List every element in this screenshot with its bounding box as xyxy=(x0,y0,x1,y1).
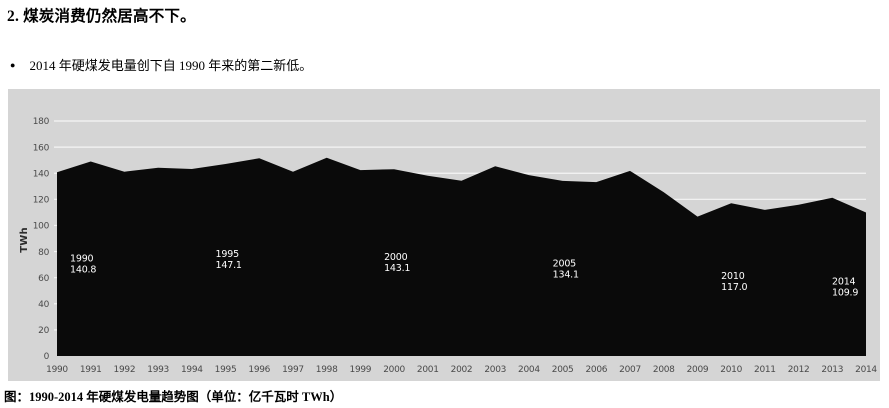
y-tick-label: 60 xyxy=(38,274,49,284)
x-tick-label: 2008 xyxy=(653,365,675,375)
x-tick-label: 1995 xyxy=(215,365,237,375)
x-tick-label: 2010 xyxy=(720,365,742,375)
x-tick-label: 2004 xyxy=(518,365,540,375)
annotation-year: 1990 xyxy=(70,254,94,265)
x-tick-label: 2011 xyxy=(754,365,776,375)
x-tick-label: 1996 xyxy=(248,365,270,375)
x-tick-label: 1992 xyxy=(114,365,136,375)
annotation-value: 109.9 xyxy=(832,287,858,298)
y-tick-label: 40 xyxy=(38,300,49,310)
y-tick-label: 180 xyxy=(33,117,50,127)
x-tick-label: 1994 xyxy=(181,365,203,375)
annotation-value: 117.0 xyxy=(721,282,747,293)
x-tick-label: 2013 xyxy=(821,365,843,375)
x-tick-label: 1990 xyxy=(46,365,68,375)
annotation-year: 2010 xyxy=(721,271,745,282)
x-tick-label: 2014 xyxy=(855,365,877,375)
y-tick-label: 140 xyxy=(33,169,50,179)
bullet-item: ● 2014 年硬煤发电量创下自 1990 年来的第二新低。 xyxy=(10,57,312,74)
x-tick-label: 2005 xyxy=(552,365,574,375)
annotation-year: 2014 xyxy=(832,276,856,287)
x-tick-label: 2012 xyxy=(788,365,810,375)
y-tick-label: 20 xyxy=(38,326,49,336)
x-tick-label: 1999 xyxy=(350,365,372,375)
bullet-text: 2014 年硬煤发电量创下自 1990 年来的第二新低。 xyxy=(29,58,313,73)
chart-panel: 0 20 40 60 80 100 120 140 160 180 1990 1991 1992 1993… xyxy=(8,89,880,381)
section-heading: 2. 煤炭消费仍然居高不下。 xyxy=(7,8,196,25)
x-tick-label: 2006 xyxy=(585,365,607,375)
annotation-year: 2000 xyxy=(384,252,408,263)
x-tick-label: 1991 xyxy=(80,365,102,375)
x-tick-label: 1998 xyxy=(316,365,338,375)
y-tick-label: 120 xyxy=(33,196,50,206)
annotation-year: 2005 xyxy=(553,259,577,270)
x-tick-label: 2003 xyxy=(484,365,506,375)
y-tick-label: 160 xyxy=(33,143,50,153)
annotation-year: 1995 xyxy=(216,249,240,260)
x-tick-label: 2002 xyxy=(451,365,473,375)
y-tick-label: 80 xyxy=(38,248,49,258)
x-tick-label: 2001 xyxy=(417,365,439,375)
annotation-value: 143.1 xyxy=(384,263,410,274)
figure-caption: 图：1990-2014 年硬煤发电量趋势图（单位：亿千瓦时 TWh） xyxy=(4,390,343,404)
annotation-value: 147.1 xyxy=(216,260,242,271)
y-tick-label: 100 xyxy=(33,222,50,232)
area-series xyxy=(57,157,866,356)
annotation-value: 140.8 xyxy=(70,265,96,276)
y-tick-label: 0 xyxy=(44,352,50,362)
x-tick-label: 2000 xyxy=(383,365,405,375)
hard-coal-generation-area-chart: 0 20 40 60 80 100 120 140 160 180 1990 1991 1992 1993… xyxy=(19,117,878,375)
bullet-icon: ● xyxy=(10,60,16,70)
x-tick-label: 1993 xyxy=(147,365,169,375)
x-tick-label: 2009 xyxy=(687,365,709,375)
annotation-value: 134.1 xyxy=(553,270,579,281)
x-tick-label: 2007 xyxy=(619,365,641,375)
y-axis-title: TWh xyxy=(19,227,30,253)
x-tick-label: 1997 xyxy=(282,365,304,375)
